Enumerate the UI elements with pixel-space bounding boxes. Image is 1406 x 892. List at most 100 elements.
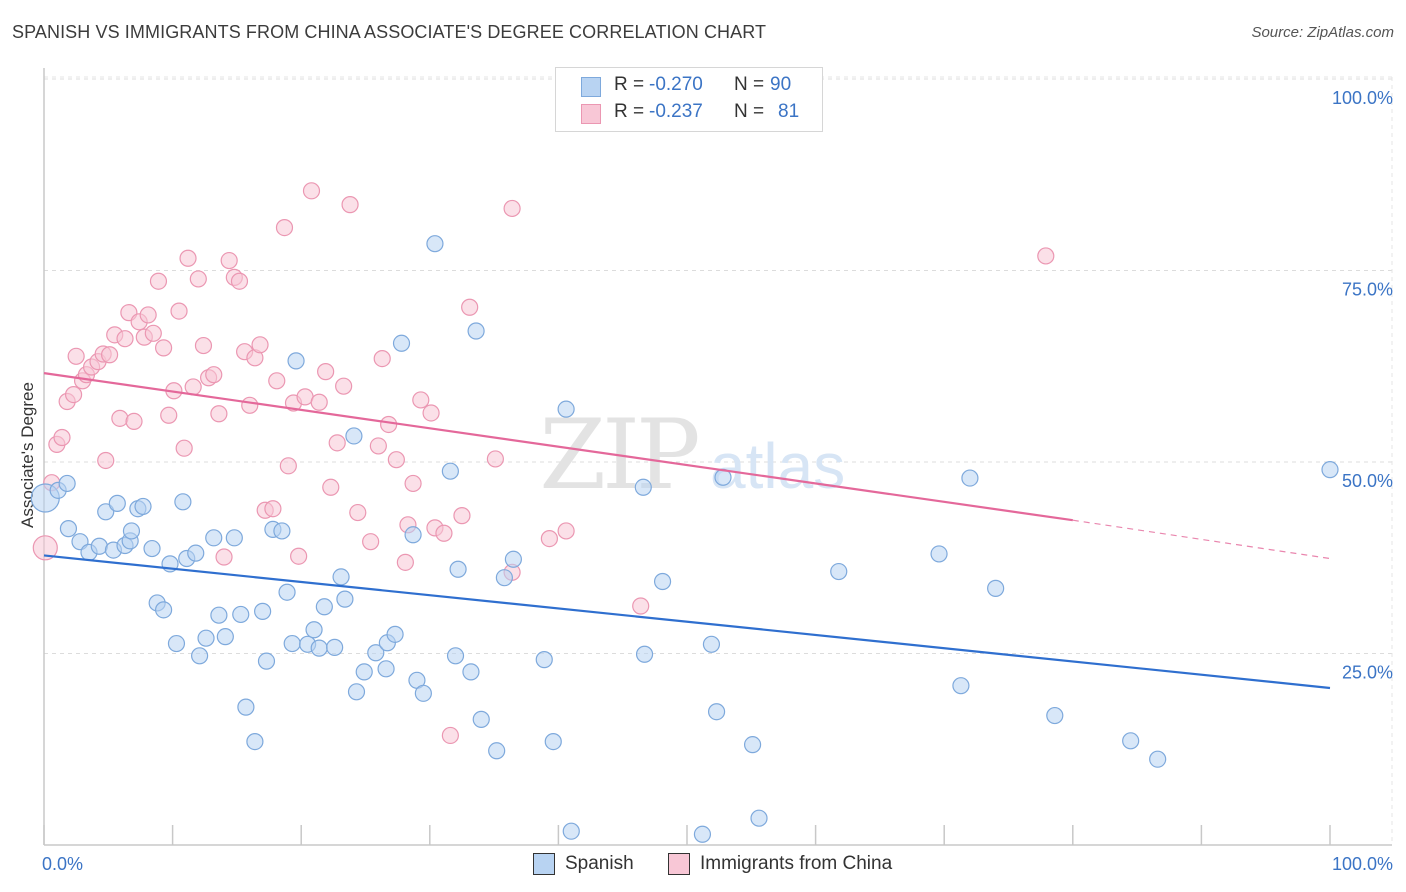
- china-point-71: [435, 524, 453, 542]
- spanish-point-69: [557, 400, 575, 418]
- spanish-point-61: [462, 663, 480, 681]
- china-point-48: [279, 457, 297, 475]
- spanish-point-88: [1321, 461, 1339, 479]
- trend-line-china-extension: [1072, 519, 1331, 560]
- spanish-point-54: [404, 526, 422, 544]
- china-point-54: [317, 363, 335, 381]
- legend: Spanish Immigrants from China: [0, 852, 1406, 878]
- china-point-62: [373, 349, 391, 368]
- spanish-point-17: [154, 601, 173, 619]
- china-point-53: [310, 393, 328, 411]
- china-point-56: [328, 434, 346, 452]
- spanish-point-30: [237, 698, 255, 716]
- china-point-0: [32, 535, 58, 561]
- china-point-34: [205, 366, 223, 384]
- china-point-28: [175, 439, 193, 457]
- spanish-point-47: [347, 683, 366, 701]
- legend-spanish-swatch: [533, 853, 555, 875]
- legend-spanish-label: Spanish: [565, 853, 634, 874]
- china-point-59: [349, 503, 367, 522]
- china-point-74: [461, 298, 479, 316]
- spanish-point-59: [446, 647, 465, 665]
- spanish-point-80: [830, 562, 848, 581]
- china-point-37: [220, 251, 238, 270]
- spanish-point-36: [278, 583, 296, 601]
- china-point-35: [210, 405, 228, 423]
- spanish-point-20: [174, 493, 192, 511]
- china-point-65: [396, 553, 414, 571]
- china-point-36: [215, 548, 233, 566]
- spanish-point-63: [472, 710, 490, 728]
- spanish-point-86: [1122, 732, 1140, 750]
- chart-title: SPANISH VS IMMIGRANTS FROM CHINA ASSOCIA…: [12, 22, 767, 42]
- axes: [43, 68, 1392, 846]
- legend-china-label: Immigrants from China: [700, 853, 893, 874]
- spanish-point-53: [392, 334, 411, 352]
- spanish-point-87: [1149, 750, 1167, 768]
- spanish-point-15: [143, 539, 161, 558]
- china-point-78: [540, 529, 558, 548]
- china-point-25: [160, 406, 178, 424]
- china-point-73: [453, 507, 471, 525]
- spanish-n-value: 90: [770, 74, 792, 95]
- stats-row-china: R = -0.237 N = 81: [556, 101, 822, 127]
- spanish-point-67: [535, 651, 553, 669]
- china-point-32: [194, 336, 213, 355]
- spanish-point-6: [90, 537, 108, 555]
- spanish-point-66: [504, 550, 522, 568]
- spanish-point-9: [108, 494, 126, 512]
- china-point-55: [322, 478, 340, 496]
- china-point-12: [97, 451, 115, 470]
- tick-labels: 25.0% 50.0% 75.0% 100.0% 0.0% 100.0%: [42, 88, 1393, 874]
- spanish-point-24: [197, 629, 215, 647]
- spanish-point-57: [426, 235, 444, 253]
- spanish-point-64: [488, 742, 506, 760]
- spanish-point-27: [216, 628, 234, 646]
- trend-line-spanish: [43, 554, 1331, 690]
- y-tick-label-75: 75.0%: [1342, 280, 1393, 300]
- china-point-3: [53, 428, 71, 447]
- china-point-15: [111, 409, 129, 427]
- china-point-13: [100, 346, 119, 364]
- china-point-29: [179, 249, 197, 267]
- spanish-point-85: [1046, 706, 1064, 725]
- spanish-point-26: [210, 606, 228, 624]
- spanish-point-58: [441, 462, 459, 480]
- china-point-22: [144, 324, 162, 342]
- china-point-41: [241, 396, 259, 414]
- series-china-points: [32, 182, 1055, 745]
- legend-china-swatch: [668, 853, 690, 875]
- spanish-r-label: R =: [614, 74, 645, 95]
- china-point-47: [275, 219, 294, 237]
- spanish-point-62: [467, 322, 485, 340]
- china-point-67: [404, 474, 422, 493]
- spanish-point-82: [952, 677, 970, 695]
- spanish-point-81: [930, 545, 948, 563]
- china-point-68: [412, 391, 430, 409]
- china-point-79: [557, 522, 575, 540]
- china-point-30: [184, 378, 202, 396]
- spanish-point-14: [134, 497, 152, 516]
- source-label: Source: ZipAtlas.com: [1251, 24, 1394, 41]
- china-point-69: [422, 404, 440, 422]
- series-spanish-points: [30, 235, 1339, 843]
- spanish-point-35: [273, 522, 291, 540]
- spanish-point-41: [310, 639, 328, 657]
- spanish-point-78: [743, 736, 762, 754]
- china-point-31: [189, 270, 207, 288]
- china-point-21: [139, 306, 157, 324]
- china-point-6: [67, 347, 85, 365]
- china-point-43: [251, 336, 269, 354]
- spanish-point-44: [332, 568, 350, 586]
- china-point-46: [268, 372, 286, 390]
- spanish-point-2: [58, 474, 76, 493]
- spanish-point-45: [336, 590, 354, 608]
- china-point-64: [387, 451, 405, 469]
- spanish-point-74: [693, 825, 712, 843]
- spanish-n-label: N =: [734, 74, 765, 95]
- spanish-point-70: [562, 822, 580, 840]
- china-point-52: [302, 182, 321, 200]
- watermark-atlas: atlas: [710, 430, 845, 502]
- china-point-80: [632, 597, 650, 615]
- spanish-point-3: [59, 520, 78, 538]
